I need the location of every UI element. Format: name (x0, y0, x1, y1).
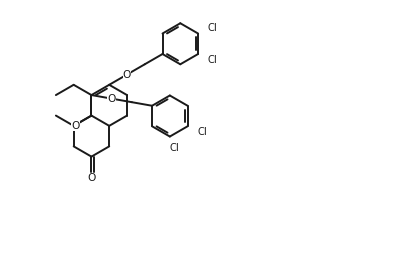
Text: O: O (71, 121, 80, 131)
Text: Cl: Cl (197, 127, 207, 137)
Text: O: O (87, 173, 95, 183)
Text: O: O (107, 94, 116, 104)
Text: Cl: Cl (208, 23, 217, 33)
Text: Cl: Cl (208, 54, 217, 64)
Text: O: O (123, 70, 131, 79)
Text: Cl: Cl (170, 143, 180, 152)
